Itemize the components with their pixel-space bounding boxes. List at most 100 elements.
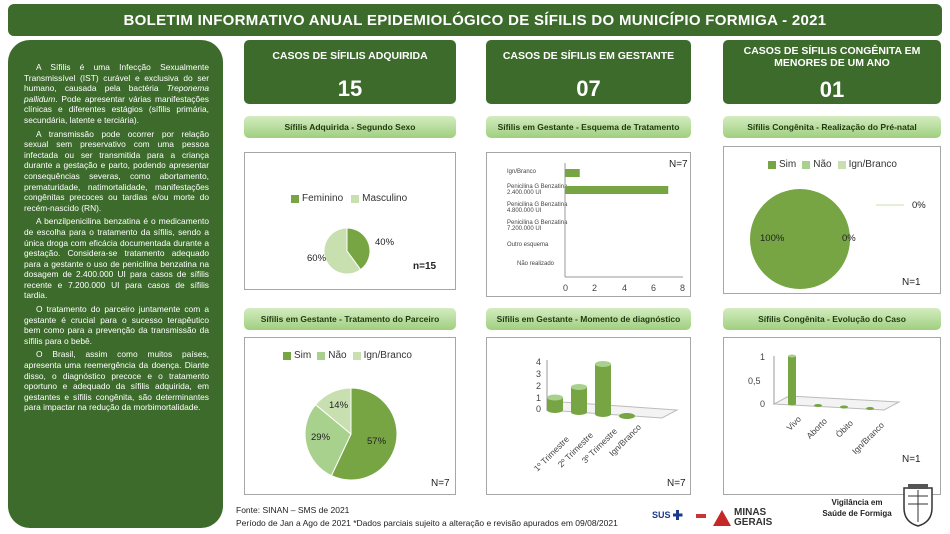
- info-paragraph-3: A benzilpenicilina benzatina é o medicam…: [24, 216, 209, 301]
- bar-base: [788, 402, 796, 406]
- legend-swatch: [802, 160, 811, 169]
- legend-swatch: [317, 351, 326, 360]
- category-label: Ign/Branco: [507, 169, 537, 175]
- legend-label: Ign/Branco: [848, 159, 897, 170]
- chart-gestante-momento: 4 3 2 1 0 1º Trimestre 2º Trimestre 3º T…: [486, 337, 691, 495]
- bar: [565, 186, 669, 194]
- y-tick: 0: [536, 404, 542, 414]
- pie-slice: [750, 189, 850, 289]
- pie-slice: [314, 387, 352, 436]
- pie-label-sim: 100%: [760, 233, 785, 244]
- info-paragraph-5: O Brasil, assim como muitos países, apre…: [24, 349, 209, 413]
- bar: [788, 356, 796, 404]
- pie-slice: [304, 403, 352, 477]
- info-text: A Sífilis é uma Infecção Sexualmente Tra…: [24, 62, 209, 94]
- panel-title-gestante-parceiro: Sífilis em Gestante - Tratamento do Parc…: [244, 308, 456, 330]
- legend-label: Não: [328, 350, 347, 361]
- pie-label-nao: 29%: [311, 432, 331, 443]
- panel-title-adquirida-sexo: Sífilis Adquirida - Segundo Sexo: [244, 116, 456, 138]
- y-tick: 1: [760, 352, 766, 362]
- card-sifilis-congenita: CASOS DE SÍFILIS CONGÊNITA EM MENORES DE…: [723, 40, 941, 104]
- sample-size: n=15: [413, 261, 437, 272]
- pie-adquirida-svg: [323, 227, 371, 275]
- chart-legend: Feminino Masculino: [291, 193, 407, 204]
- bar-base: [571, 409, 587, 415]
- saude-mark-icon: [696, 514, 706, 518]
- sample-size: N=7: [667, 478, 686, 489]
- chart-adquirida-sexo: Feminino Masculino 40% 60% n=15: [244, 152, 456, 290]
- chart-floor: [772, 395, 901, 411]
- minas-triangle-icon: [712, 508, 732, 528]
- x-tick: 2: [592, 283, 598, 293]
- info-paragraph-1: A Sífilis é uma Infecção Sexualmente Tra…: [24, 62, 209, 126]
- pie-label-ign: 0%: [912, 200, 926, 211]
- legend-label: Sim: [294, 350, 312, 361]
- bar: [595, 364, 611, 414]
- card-value: 01: [819, 77, 845, 102]
- sus-logo-text: SUS: [652, 510, 671, 520]
- info-text: . Pode apresentar várias manifestações c…: [24, 93, 209, 125]
- y-tick: 0,5: [748, 376, 761, 386]
- category-label: Não realizado: [517, 261, 555, 267]
- card-title: CASOS DE SÍFILIS EM GESTANTE: [502, 50, 675, 62]
- bar-esquema-svg: [564, 163, 683, 278]
- card-value: 15: [337, 76, 363, 101]
- category-label: Outro esquema: [507, 242, 549, 248]
- card-title: CASOS DE SÍFILIS CONGÊNITA EM MENORES DE…: [743, 45, 921, 69]
- vigilancia-saude-logo: Vigilância em Saúde de Formiga: [822, 498, 892, 518]
- info-paragraph-2: A transmissão pode ocorrer por relação s…: [24, 128, 209, 213]
- legend-swatch: [352, 351, 361, 360]
- bar-momento-svg: [545, 360, 679, 419]
- chart-gestante-parceiro: Sim Não Ign/Branco 57% 29% 14% N=7: [244, 337, 456, 495]
- pie-label-sim: 57%: [367, 436, 387, 447]
- card-title: CASOS DE SÍFILIS ADQUIRIDA: [272, 50, 428, 62]
- bar: [571, 387, 587, 412]
- sample-size: N=1: [902, 277, 921, 288]
- pie-prenatal-svg: [750, 189, 904, 289]
- legend-swatch: [351, 194, 360, 203]
- y-tick: 3: [536, 369, 542, 379]
- chart-legend: Sim Não Ign/Branco: [283, 350, 412, 361]
- legend-label: Ign/Branco: [363, 350, 412, 361]
- pie-slice: [330, 387, 398, 481]
- info-text-italic: Treponema pallidum: [24, 83, 209, 104]
- x-tick: 4: [622, 283, 628, 293]
- footer-source: Fonte: SINAN – SMS de 2021: [236, 505, 350, 515]
- chart-congenita-evolucao: 1 0,5 0 Vivo Aborto Óbito Ign/Branco N=1: [723, 337, 941, 495]
- category-label: Penicilina G Benzatina 2.400.000 UI: [507, 184, 568, 196]
- pie-parceiro-svg: [304, 387, 398, 481]
- sample-size: N=7: [669, 159, 688, 170]
- sample-size: N=1: [902, 454, 921, 465]
- bar: [565, 169, 580, 177]
- page-title: BOLETIM INFORMATIVO ANUAL EPIDEMIOLÓGICO…: [8, 4, 942, 36]
- pie-label-nao: 0%: [842, 233, 856, 244]
- legend-swatch: [837, 160, 846, 169]
- x-tick: 0: [563, 283, 569, 293]
- bar: [547, 397, 563, 410]
- bar-base: [814, 404, 822, 407]
- y-tick: 1: [536, 393, 542, 403]
- x-tick: 8: [680, 283, 686, 293]
- pie-slice: [323, 227, 362, 275]
- bar-top: [547, 394, 563, 401]
- bar-base: [595, 411, 611, 417]
- info-paragraph-4: O tratamento do parceiro juntamente com …: [24, 304, 209, 346]
- y-tick: 0: [760, 399, 766, 409]
- legend-label: Não: [813, 159, 832, 170]
- legend-swatch: [768, 160, 776, 169]
- pie-label-ign: 14%: [329, 400, 349, 411]
- legend-label: Sim: [779, 159, 797, 170]
- bar-base: [619, 413, 635, 419]
- chart-legend: Sim Não Ign/Branco: [768, 159, 897, 170]
- panel-title-gestante-esquema: Sífilis em Gestante - Esquema de Tratame…: [486, 116, 691, 138]
- legend-swatch: [283, 351, 291, 360]
- sample-size: N=7: [431, 478, 450, 489]
- panel-title-congenita-prenatal: Sífilis Congênita - Realização do Pré-na…: [723, 116, 941, 138]
- bar-top: [571, 384, 587, 390]
- bar-top: [595, 361, 611, 367]
- category-label: Penicilina G Benzatina 7.200.000 UI: [507, 220, 568, 232]
- chart-congenita-prenatal: Sim Não Ign/Branco 100% 0% 0% N=1: [723, 146, 941, 294]
- pie-label-masculino: 60%: [307, 253, 327, 264]
- panel-title-congenita-evolucao: Sífilis Congênita - Evolução do Caso: [723, 308, 941, 330]
- pie-label-feminino: 40%: [375, 237, 395, 248]
